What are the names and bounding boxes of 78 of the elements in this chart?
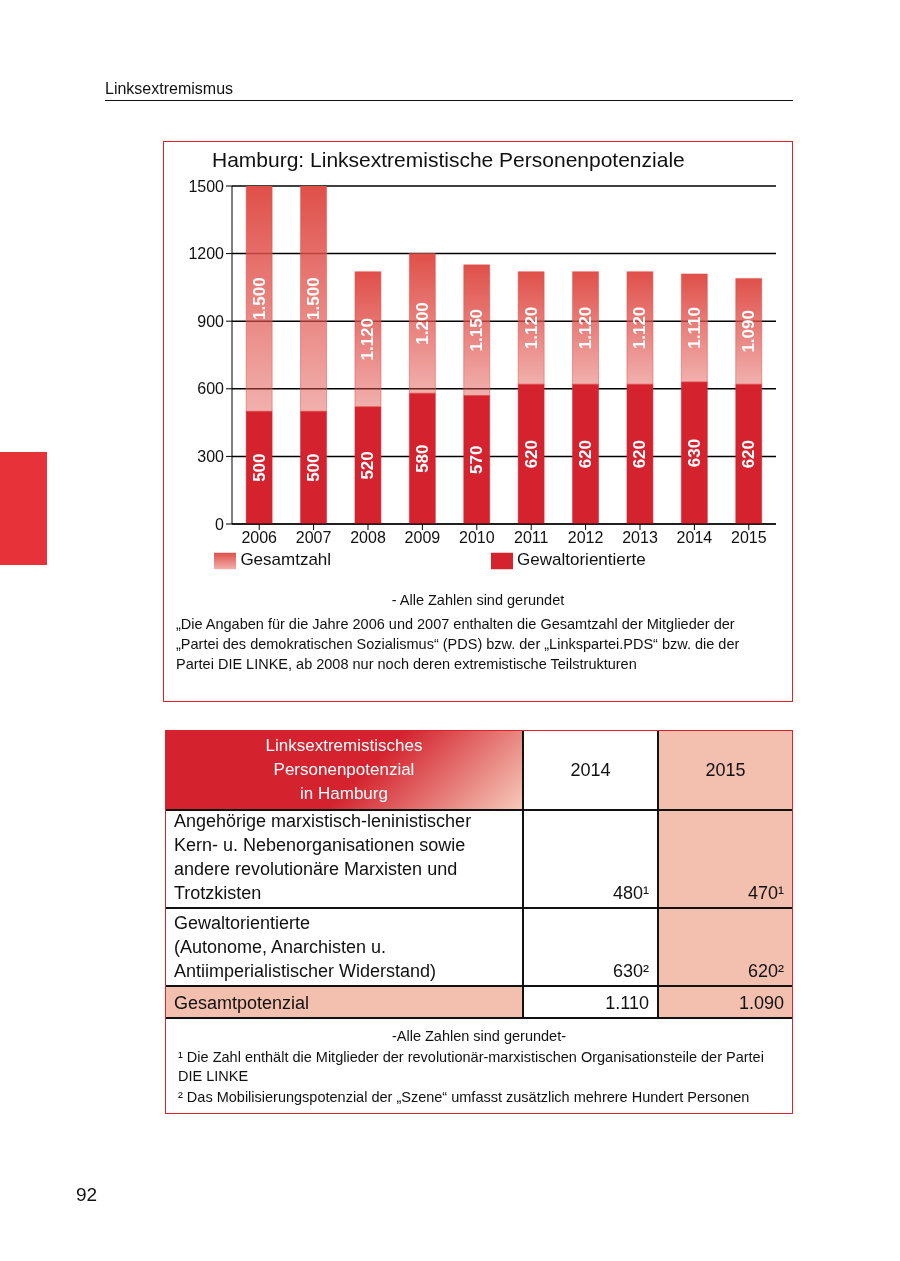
bar xyxy=(517,271,545,385)
bar xyxy=(245,186,273,412)
bar xyxy=(681,273,708,383)
x-tick-label: 2008 xyxy=(350,529,386,547)
total-label: 1.120 xyxy=(576,306,596,350)
bar xyxy=(463,395,490,524)
text: Linksextremismus xyxy=(105,80,793,98)
text: 620² xyxy=(747,960,784,983)
text: Gewaltorientierte (Autonome, Anarchisten u. Antiimperialistischer Widerstand) xyxy=(174,912,437,983)
data-label: 580 xyxy=(412,444,432,473)
data-label: 500 xyxy=(249,453,269,482)
text: 2014 xyxy=(570,759,611,782)
x-tick-label: 2009 xyxy=(404,529,441,547)
bar xyxy=(409,253,436,394)
x-tick-label: 2015 xyxy=(731,529,767,547)
data-label: 620 xyxy=(521,439,541,469)
total-label: 1.500 xyxy=(249,277,269,320)
data-label: 630 xyxy=(684,438,704,468)
y-tick-label: 900 xyxy=(197,312,225,330)
x-tick-label: 2007 xyxy=(295,529,332,547)
y-tick-label: 0 xyxy=(215,515,225,533)
bar xyxy=(300,186,327,412)
legend-label: Gewaltorientierte xyxy=(517,550,646,570)
text: 2015 xyxy=(705,759,746,782)
text: Gesamtpotenzial xyxy=(174,992,310,1015)
bar xyxy=(626,271,654,385)
total-label: 1.110 xyxy=(684,307,704,349)
bar xyxy=(409,393,436,524)
bar xyxy=(245,411,273,524)
bar xyxy=(463,264,490,396)
bar xyxy=(300,411,327,524)
x-tick-label: 2006 xyxy=(241,529,278,547)
text: ² Das Mobilisierungspotenzial der „Szene“ umfasst zusätzlich mehrere Hundert Personen xyxy=(178,1088,751,1107)
data-label: 500 xyxy=(304,453,324,482)
bar xyxy=(626,384,654,524)
total-label: 1.120 xyxy=(358,317,378,361)
legend-label: Gesamtzahl xyxy=(240,550,332,570)
x-tick-label: 2011 xyxy=(514,529,549,547)
x-tick-label: 2014 xyxy=(676,529,713,547)
total-label: 1.090 xyxy=(739,310,759,353)
y-tick-label: 1500 xyxy=(188,177,225,195)
y-tick-label: 1200 xyxy=(188,245,225,263)
bar xyxy=(735,278,762,385)
text: 480¹ xyxy=(612,882,649,905)
text: 1.090 xyxy=(738,992,784,1015)
text: Angehörige marxistisch-leninistischer Kern- u. Nebenorganisationen sowie andere revolutionäre Marxisten und Trotzkisten xyxy=(174,810,472,905)
bar xyxy=(354,271,382,408)
total-label: 1.150 xyxy=(467,308,487,352)
data-label: 570 xyxy=(467,445,487,474)
data-label: 620 xyxy=(576,439,596,469)
data-label: 620 xyxy=(739,439,759,469)
data-label: 620 xyxy=(630,439,650,469)
text: -Alle Zahlen sind gerundet- xyxy=(390,1027,568,1046)
chart-title: Hamburg: Linksextremistische Personenpotenziale xyxy=(212,148,685,172)
y-tick-label: 300 xyxy=(197,448,225,466)
text: Linksextremistisches Personenpotenzial in Hamburg xyxy=(265,735,423,805)
text: 630² xyxy=(612,960,649,983)
x-tick-label: 2012 xyxy=(567,529,604,547)
text: 470¹ xyxy=(747,882,784,905)
bar xyxy=(354,406,382,524)
total-label: 1.120 xyxy=(521,306,541,350)
bar xyxy=(681,381,708,524)
text: ¹ Die Zahl enthält die Mitglieder der revolutionär-marxistischen Organisationsteile der Partei DIE LINKE xyxy=(178,1048,765,1086)
x-tick-label: 2010 xyxy=(459,529,495,547)
data-label: 520 xyxy=(358,451,378,480)
total-label: 1.500 xyxy=(304,277,324,320)
total-label: 1.120 xyxy=(630,306,650,350)
bar xyxy=(572,384,599,524)
bar xyxy=(517,384,545,524)
text: - Alle Zahlen sind gerundet xyxy=(390,591,566,610)
y-tick-label: 600 xyxy=(197,380,225,398)
x-tick-label: 2013 xyxy=(622,529,658,547)
text: „Die Angaben für die Jahre 2006 und 2007 enthalten die Gesamtzahl der Mitglieder der „Partei des demokratischen Sozialismus“ (PDS) bzw. der „Linkspartei.PDS“ bzw. die der Partei DIE LINKE, ab 2008 nur noch deren extremistische Teilstrukturen xyxy=(176,615,741,674)
text: 1.110 xyxy=(605,992,649,1015)
bar xyxy=(735,384,762,524)
text: 92 xyxy=(76,1184,99,1206)
bar xyxy=(572,271,599,385)
total-label: 1.200 xyxy=(412,302,432,345)
